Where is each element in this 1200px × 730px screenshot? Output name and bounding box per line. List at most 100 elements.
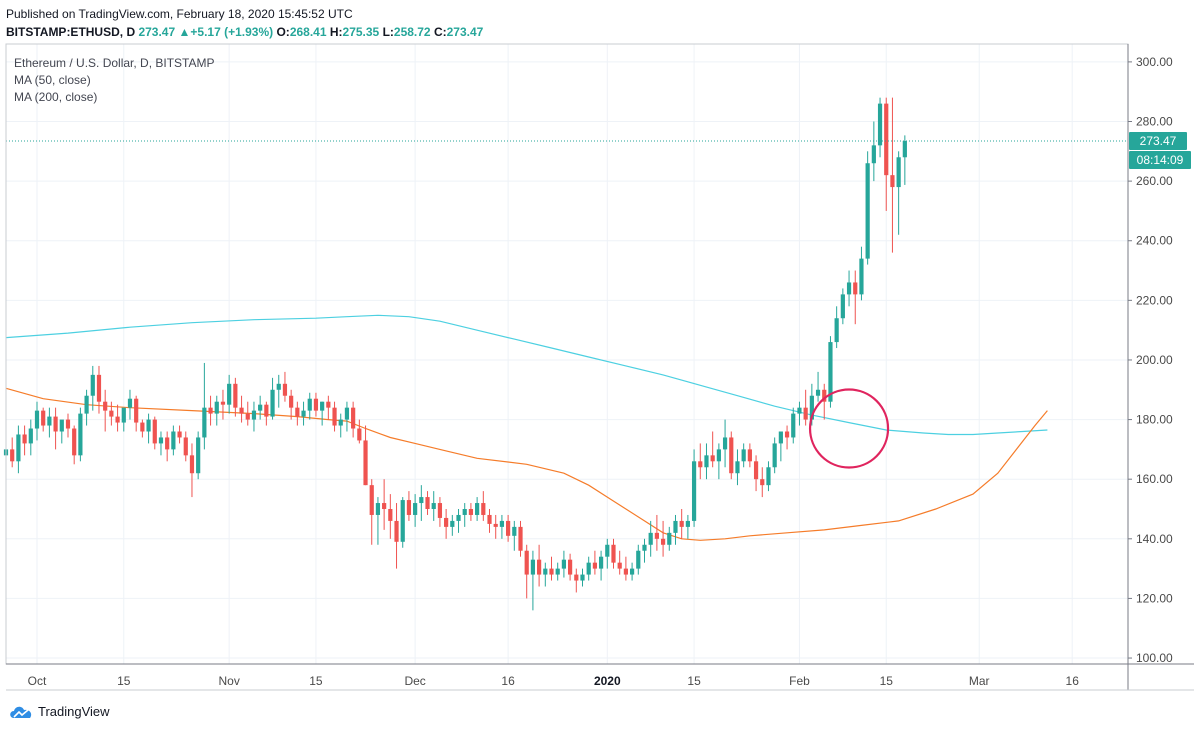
candle	[103, 389, 108, 432]
last-price-badge	[1129, 131, 1187, 150]
x-tick-label: 15	[117, 674, 131, 688]
candle	[189, 443, 195, 498]
candle-body	[220, 401, 226, 405]
candle	[363, 425, 368, 486]
candle-body	[884, 103, 889, 176]
candle-body	[382, 503, 387, 509]
x-tick-label: Nov	[218, 674, 239, 688]
candle	[487, 509, 492, 533]
candle-body	[127, 398, 133, 408]
candle-body	[251, 410, 257, 420]
candle-body	[524, 550, 529, 575]
candle	[10, 437, 15, 468]
candle	[698, 443, 703, 480]
candle-body	[506, 520, 511, 536]
candle-body	[258, 404, 263, 411]
candle	[481, 491, 486, 521]
countdown-label: 08:14:09	[1137, 153, 1184, 167]
candle	[96, 365, 102, 414]
candle-body	[406, 500, 412, 515]
legend-symbol[interactable]: Ethereum / U.S. Dollar, D, BITSTAMP	[14, 56, 215, 70]
candle	[53, 407, 58, 450]
candle	[784, 425, 790, 450]
candle	[245, 401, 250, 426]
candle-body	[512, 526, 517, 536]
candle-body	[815, 389, 821, 396]
candle-body	[518, 526, 523, 551]
candle-body	[853, 282, 858, 295]
candle	[629, 562, 635, 581]
x-tick-label: Feb	[789, 674, 810, 688]
candle-body	[456, 514, 461, 521]
candle-body	[772, 443, 777, 468]
candle-body	[444, 517, 449, 527]
candle-body	[691, 461, 697, 521]
candle-body	[660, 538, 666, 545]
candle	[580, 568, 585, 587]
candle	[307, 392, 312, 420]
candle-body	[778, 431, 783, 444]
legend-ma50[interactable]: MA (50, close)	[14, 73, 91, 87]
candle	[685, 514, 690, 539]
candle	[865, 151, 870, 265]
candle-body	[41, 410, 46, 426]
candle	[741, 443, 746, 468]
candle	[537, 544, 542, 587]
candle	[691, 449, 697, 527]
candle-body	[295, 407, 300, 417]
candle-body	[846, 282, 852, 295]
candle-body	[34, 410, 40, 429]
candle	[177, 425, 182, 444]
candle	[846, 270, 852, 307]
candle-body	[574, 574, 579, 581]
candle	[289, 389, 294, 420]
y-tick-label: 280.00	[1136, 115, 1173, 129]
candle-body	[611, 544, 616, 563]
candle	[152, 416, 157, 450]
legend-ma200[interactable]: MA (200, close)	[14, 90, 98, 104]
candle	[772, 437, 777, 474]
candle-body	[419, 497, 424, 504]
candle	[704, 443, 709, 480]
candle-body	[567, 559, 573, 575]
candle	[549, 556, 554, 581]
candle	[797, 401, 802, 426]
candle	[78, 407, 83, 462]
candle-body	[103, 401, 108, 411]
candle-body	[165, 437, 170, 450]
candle	[47, 407, 52, 438]
candle-body	[208, 407, 213, 414]
candle	[437, 497, 443, 527]
candle	[295, 401, 300, 426]
candle-body	[413, 503, 418, 515]
candle-body	[722, 437, 728, 450]
candle-body	[332, 407, 337, 426]
close-label: C:	[433, 25, 447, 39]
candle-body	[90, 374, 95, 396]
candle-body	[289, 395, 294, 408]
last-price-label: 273.47	[1140, 134, 1177, 148]
candle-body	[115, 416, 120, 423]
candle	[413, 494, 418, 527]
candle	[22, 425, 27, 456]
candle-body	[363, 440, 368, 486]
candle-body	[326, 401, 331, 408]
candle	[338, 413, 343, 438]
candle-body	[580, 574, 585, 581]
candle	[419, 485, 424, 521]
candle-body	[320, 401, 325, 411]
candle	[710, 431, 715, 468]
candle-body	[648, 532, 653, 545]
candle-body	[487, 514, 492, 524]
candle-body	[592, 562, 597, 569]
tradingview-logo[interactable]: TradingView	[8, 704, 110, 719]
candle-body	[134, 398, 139, 423]
candle	[673, 514, 678, 545]
candle-body	[53, 416, 58, 432]
candle-body	[357, 428, 362, 441]
candle-body	[450, 520, 455, 527]
candle	[28, 419, 33, 456]
candle-body	[537, 559, 542, 575]
candle	[475, 497, 480, 521]
